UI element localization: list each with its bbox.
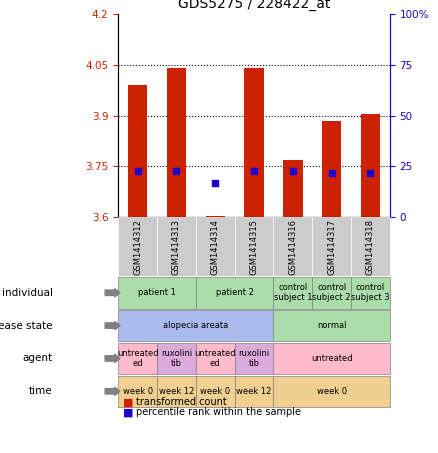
Text: week 12: week 12 (237, 387, 272, 396)
Bar (128, 85, 147, 217)
Bar (196, 376, 235, 407)
Bar (167, 68, 186, 217)
Bar (351, 277, 390, 308)
Text: disease state: disease state (0, 321, 53, 331)
Text: ruxolini
tib: ruxolini tib (161, 349, 192, 368)
Bar (118, 376, 157, 407)
Text: agent: agent (22, 353, 53, 363)
Text: GSM1414316: GSM1414316 (288, 219, 297, 275)
Text: GSM1414318: GSM1414318 (366, 219, 375, 275)
Bar (351, 217, 390, 276)
Point (251, 167, 258, 174)
Text: untreated
ed: untreated ed (117, 349, 159, 368)
Text: untreated: untreated (311, 354, 353, 363)
Point (290, 167, 297, 174)
Bar (196, 277, 273, 308)
Text: GSM1414315: GSM1414315 (250, 219, 258, 275)
Bar (196, 217, 235, 276)
Text: GSM1414314: GSM1414314 (211, 219, 220, 275)
Bar (235, 217, 273, 276)
Text: GSM1414313: GSM1414313 (172, 219, 181, 275)
Point (134, 167, 141, 174)
Text: patient 2: patient 2 (215, 288, 254, 297)
Text: control
subject 3: control subject 3 (351, 283, 390, 303)
Bar (157, 342, 196, 374)
Text: week 0: week 0 (123, 387, 153, 396)
Text: week 0: week 0 (317, 387, 347, 396)
Bar (244, 68, 264, 217)
Point (367, 169, 374, 176)
Point (173, 167, 180, 174)
Bar (118, 310, 273, 342)
Bar (157, 376, 196, 407)
Text: transformed count: transformed count (136, 397, 226, 407)
Bar (312, 277, 351, 308)
Bar (235, 376, 273, 407)
Point (328, 169, 335, 176)
Text: week 12: week 12 (159, 387, 194, 396)
Text: time: time (29, 386, 53, 396)
Text: untreated
ed: untreated ed (194, 349, 236, 368)
Bar (118, 342, 157, 374)
Bar (157, 217, 196, 276)
Bar (322, 120, 341, 217)
Bar (273, 277, 312, 308)
Text: normal: normal (317, 321, 346, 330)
Text: control
subject 1: control subject 1 (274, 283, 312, 303)
Text: alopecia areata: alopecia areata (163, 321, 229, 330)
Bar (118, 277, 196, 308)
Title: GDS5275 / 228422_at: GDS5275 / 228422_at (178, 0, 330, 11)
Bar (273, 376, 390, 407)
Text: GSM1414312: GSM1414312 (133, 219, 142, 275)
Bar (235, 342, 273, 374)
Text: control
subject 2: control subject 2 (312, 283, 351, 303)
Text: patient 1: patient 1 (138, 288, 176, 297)
Bar (273, 217, 312, 276)
Text: week 0: week 0 (200, 387, 230, 396)
Text: GSM1414317: GSM1414317 (327, 219, 336, 275)
Text: individual: individual (2, 288, 53, 298)
Text: ■: ■ (123, 397, 133, 407)
Bar (312, 217, 351, 276)
Text: ruxolini
tib: ruxolini tib (238, 349, 270, 368)
Bar (196, 342, 235, 374)
Text: percentile rank within the sample: percentile rank within the sample (136, 407, 301, 417)
Text: ■: ■ (123, 407, 133, 417)
Bar (273, 342, 390, 374)
Bar (273, 310, 390, 342)
Bar (283, 160, 303, 217)
Point (212, 179, 219, 187)
Bar (361, 114, 380, 217)
Bar (118, 217, 157, 276)
Bar (205, 216, 225, 217)
